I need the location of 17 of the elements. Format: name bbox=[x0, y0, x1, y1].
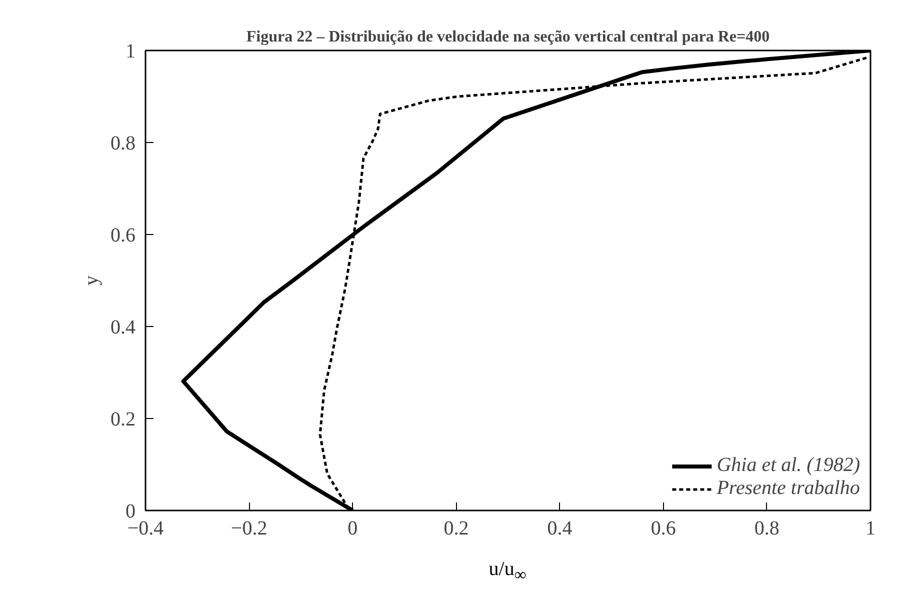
y-tick-label: 0.6 bbox=[110, 224, 136, 246]
legend-label: Ghia et al. (1982) bbox=[716, 454, 860, 477]
y-axis-title: y bbox=[80, 276, 102, 286]
x-tick-label: 1 bbox=[866, 518, 876, 540]
y-tick-label: 1 bbox=[126, 40, 136, 62]
x-tick-label: 0.2 bbox=[444, 518, 469, 540]
x-tick-label: 0 bbox=[348, 518, 358, 540]
y-tick-label: 0.2 bbox=[110, 408, 136, 430]
legend-label: Presente trabalho bbox=[716, 477, 860, 500]
x-tick-label: 0.8 bbox=[754, 518, 780, 540]
x-tick-label: −0.2 bbox=[230, 518, 268, 540]
y-tick-label: 0.4 bbox=[110, 316, 136, 338]
x-tick-label: 0.6 bbox=[650, 518, 676, 540]
chart-title: Figura 22 – Distribuição de velocidade na seção vertical central para Re=400 bbox=[246, 28, 770, 46]
x-axis-title: u/u$_{∞}$ bbox=[488, 557, 526, 586]
y-tick-label: 0.8 bbox=[110, 132, 136, 154]
x-tick-label: 0.4 bbox=[547, 518, 572, 540]
